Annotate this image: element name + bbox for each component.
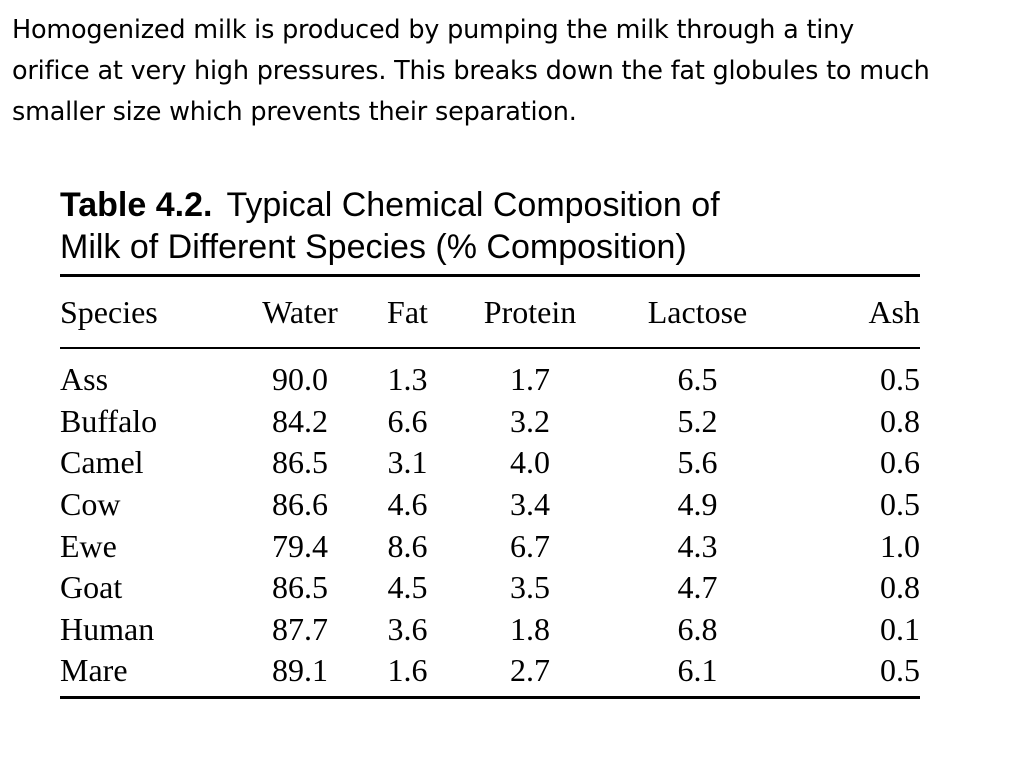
cell-fat: 4.5 (387, 569, 428, 606)
table-row: Ass 90.0 1.3 1.7 6.5 0.5 (60, 348, 920, 401)
caption-line-1: Table 4.2. Typical Chemical Composition o… (60, 184, 920, 226)
cell-protein: 3.2 (510, 402, 550, 439)
cell-ash: 0.5 (880, 486, 920, 523)
cell-lactose: 4.7 (677, 569, 718, 606)
cell-ash: 0.8 (880, 402, 920, 439)
cell-protein: 4.0 (510, 444, 550, 481)
cell-water: 89.1 (272, 652, 328, 689)
cell-water: 86.6 (272, 486, 328, 523)
table-row: Ewe 79.4 8.6 6.7 4.3 1.0 (60, 525, 920, 567)
table-caption: Table 4.2. Typical Chemical Composition o… (60, 184, 920, 268)
cell-ash: 1.0 (880, 527, 920, 564)
header-species: Species (60, 277, 235, 349)
cell-protein: 3.4 (510, 486, 550, 523)
cell-protein: 6.7 (510, 527, 550, 564)
table-row: Cow 86.6 4.6 3.4 4.9 0.5 (60, 484, 920, 526)
cell-lactose: 5.6 (677, 444, 718, 481)
table-top-rule (60, 274, 920, 277)
cell-fat: 6.6 (387, 402, 428, 439)
intro-line: smaller size which prevents their separa… (12, 97, 577, 127)
cell-fat: 1.3 (387, 361, 428, 398)
cell-water: 84.2 (272, 402, 328, 439)
cell-water: 87.7 (272, 610, 328, 647)
cell-water: 86.5 (272, 444, 328, 481)
composition-table: Species Water Fat Protein Lactose Ash As… (60, 277, 920, 692)
cell-species: Buffalo (60, 402, 158, 439)
cell-fat: 3.6 (387, 610, 428, 647)
cell-water: 90.0 (272, 361, 328, 398)
table-row: Mare 89.1 1.6 2.7 6.1 0.5 (60, 650, 920, 692)
cell-fat: 4.6 (387, 486, 428, 523)
composition-table-block: Table 4.2. Typical Chemical Composition o… (60, 184, 920, 699)
table-number: Table 4.2. (60, 186, 213, 224)
cell-water: 86.5 (272, 569, 328, 606)
cell-ash: 0.8 (880, 569, 920, 606)
cell-fat: 1.6 (387, 652, 428, 689)
table-bottom-rule (60, 695, 920, 699)
cell-ash: 0.5 (880, 361, 920, 398)
cell-fat: 8.6 (387, 527, 428, 564)
cell-lactose: 6.1 (677, 652, 718, 689)
cell-lactose: 5.2 (677, 402, 718, 439)
intro-line: orifice at very high pressures. This bre… (12, 56, 930, 86)
header-protein: Protein (450, 277, 610, 349)
caption-title-part-1: Typical Chemical Composition of (226, 186, 720, 224)
table-row: Goat 86.5 4.5 3.5 4.7 0.8 (60, 567, 920, 609)
cell-protein: 1.7 (510, 361, 550, 398)
table-body: Ass 90.0 1.3 1.7 6.5 0.5 Buffalo 84.2 6.6 3.2 5.2 0… (60, 348, 920, 692)
cell-lactose: 6.8 (677, 610, 718, 647)
cell-fat: 3.1 (387, 444, 428, 481)
intro-line: Homogenized milk is produced by pumping … (12, 15, 855, 45)
cell-species: Camel (60, 444, 144, 481)
cell-ash: 0.5 (880, 652, 920, 689)
cell-species: Cow (60, 486, 121, 523)
header-water: Water (235, 277, 365, 349)
cell-species: Ass (60, 361, 109, 398)
table-row: Human 87.7 3.6 1.8 6.8 0.1 (60, 609, 920, 651)
cell-ash: 0.6 (880, 444, 920, 481)
table-header-row: Species Water Fat Protein Lactose Ash (60, 277, 920, 349)
table-row: Camel 86.5 3.1 4.0 5.6 0.6 (60, 442, 920, 484)
intro-paragraph: Homogenized milk is produced by pumping … (12, 10, 1017, 133)
cell-species: Human (60, 610, 155, 647)
cell-protein: 3.5 (510, 569, 550, 606)
cell-lactose: 6.5 (677, 361, 718, 398)
caption-title-part-2: Milk of Different Species (% Composition… (60, 228, 687, 266)
header-fat: Fat (365, 277, 450, 349)
cell-lactose: 4.9 (677, 486, 718, 523)
cell-species: Goat (60, 569, 123, 606)
cell-water: 79.4 (272, 527, 328, 564)
table-row: Buffalo 84.2 6.6 3.2 5.2 0.8 (60, 401, 920, 443)
cell-ash: 0.1 (880, 610, 920, 647)
cell-lactose: 4.3 (677, 527, 718, 564)
header-lactose: Lactose (610, 277, 785, 349)
cell-species: Ewe (60, 527, 117, 564)
cell-protein: 1.8 (510, 610, 550, 647)
cell-protein: 2.7 (510, 652, 550, 689)
cell-species: Mare (60, 652, 128, 689)
header-ash: Ash (785, 277, 920, 349)
